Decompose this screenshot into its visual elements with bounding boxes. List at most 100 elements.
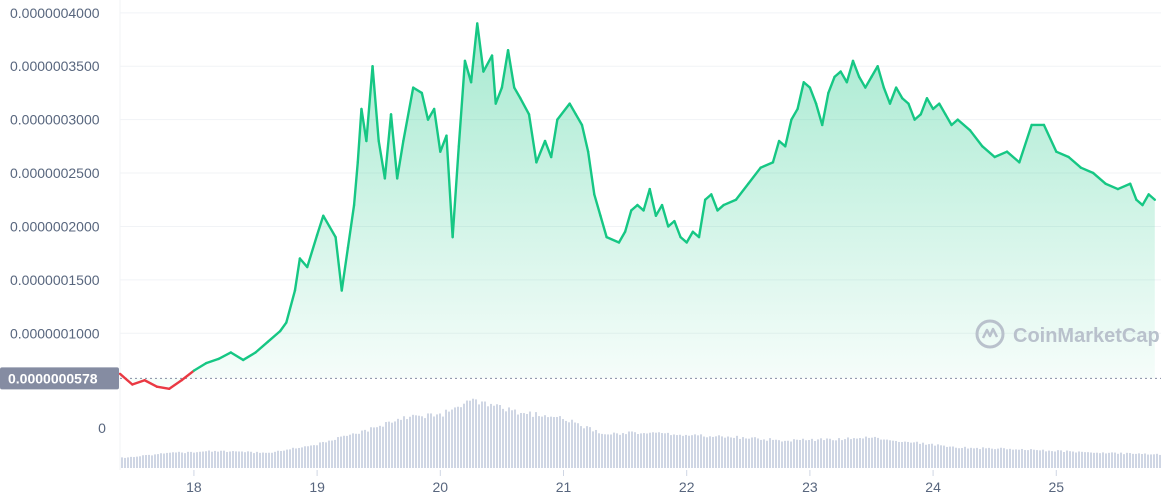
volume-bar [604,434,606,468]
price-segment [703,193,713,201]
price-segment [777,139,787,148]
volume-bar [805,440,807,468]
volume-bar [772,439,774,468]
volume-bar [703,436,705,468]
volume-bar [475,399,477,468]
price-segment [642,187,651,212]
price-segment [490,54,497,105]
volume-bar [883,439,885,468]
y-tick-label: 0.0000003000 [10,112,100,128]
volume-bar [382,426,384,468]
volume-bar [763,439,765,468]
volume-bar [1126,452,1128,468]
price-segment [1141,193,1150,207]
price-segment [667,219,676,228]
price-segment [1079,166,1095,175]
volume-bar [307,446,309,468]
volume-bar [742,437,744,468]
volume-bar [400,419,402,468]
volume-bar [1105,453,1107,468]
volume-bar [700,434,702,468]
price-segment [808,86,818,105]
volume-bar [826,438,828,468]
volume-bar [433,416,435,468]
volume-bar [1072,451,1074,468]
volume-bar [142,455,144,468]
volume-bar [268,452,270,468]
price-segment [1005,150,1021,164]
volume-bar [1012,449,1014,468]
price-segment [457,59,467,148]
volume-bar [556,416,558,468]
volume-bar [808,439,810,468]
volume-bar [817,439,819,468]
volume-bar [340,436,342,468]
volume-bar [322,441,324,468]
price-segment [513,86,522,100]
price-segment [494,86,504,105]
volume-bar [454,407,456,468]
volume-bar [280,450,282,468]
price-segment [574,113,584,127]
volume-bar [163,453,165,468]
volume-bar [1036,450,1038,468]
volume-bar [241,451,243,468]
price-segment [306,233,319,269]
price-segment [716,203,725,212]
volume-bar [355,433,357,468]
volume-bar [313,445,315,468]
volume-bar [301,447,303,468]
volume-bar [811,438,813,468]
volume-bar [154,454,156,468]
volume-bar [151,455,153,468]
volume-bar [1132,453,1134,468]
price-segment [168,379,183,390]
volume-bar [157,454,159,468]
current-price-badge: 0.0000000578 [0,367,119,390]
price-segment [586,150,596,196]
volume-bar [1006,449,1008,468]
volume-bar [733,437,735,468]
price-segment [131,379,146,386]
volume-bar [202,451,204,468]
x-tick-label: 19 [309,479,325,495]
volume-bar [721,436,723,468]
price-segment [527,113,538,164]
x-tick-label: 21 [556,479,572,495]
volume-bar [1156,453,1158,468]
price-segment [322,214,331,228]
volume-bar [1102,452,1104,468]
volume-bar [1114,452,1116,468]
volume-bar [130,456,132,468]
volume-bar [895,440,897,468]
volume-bar [694,434,696,468]
volume-bar [979,449,981,468]
volume-bar [595,429,597,468]
volume-bar [388,421,390,468]
volume-bar [271,452,273,468]
price-segment [476,22,485,73]
volume-bar [799,439,801,468]
volume-bar [838,438,840,468]
volume-bar [499,405,501,468]
volume-bar [487,406,489,468]
volume-bar [727,436,729,468]
price-segment [913,113,922,121]
volume-bar [1069,451,1071,468]
volume-bar [559,416,561,468]
x-axis-ticks: 18 19 20 21 22 23 24 25 [186,470,1064,495]
price-segment [833,70,842,79]
price-segment [549,118,559,159]
price-segment [888,86,898,105]
price-segment [377,139,387,180]
volume-bar [199,451,201,468]
volume-bar [403,416,405,468]
volume-bar [244,452,246,468]
volume-bar [238,451,240,468]
volume-bar [1009,448,1011,468]
price-segment [1067,155,1083,169]
volume-bar [886,439,888,468]
volume-bar [955,447,957,468]
price-segment [759,161,775,169]
volume-bar [520,412,522,468]
